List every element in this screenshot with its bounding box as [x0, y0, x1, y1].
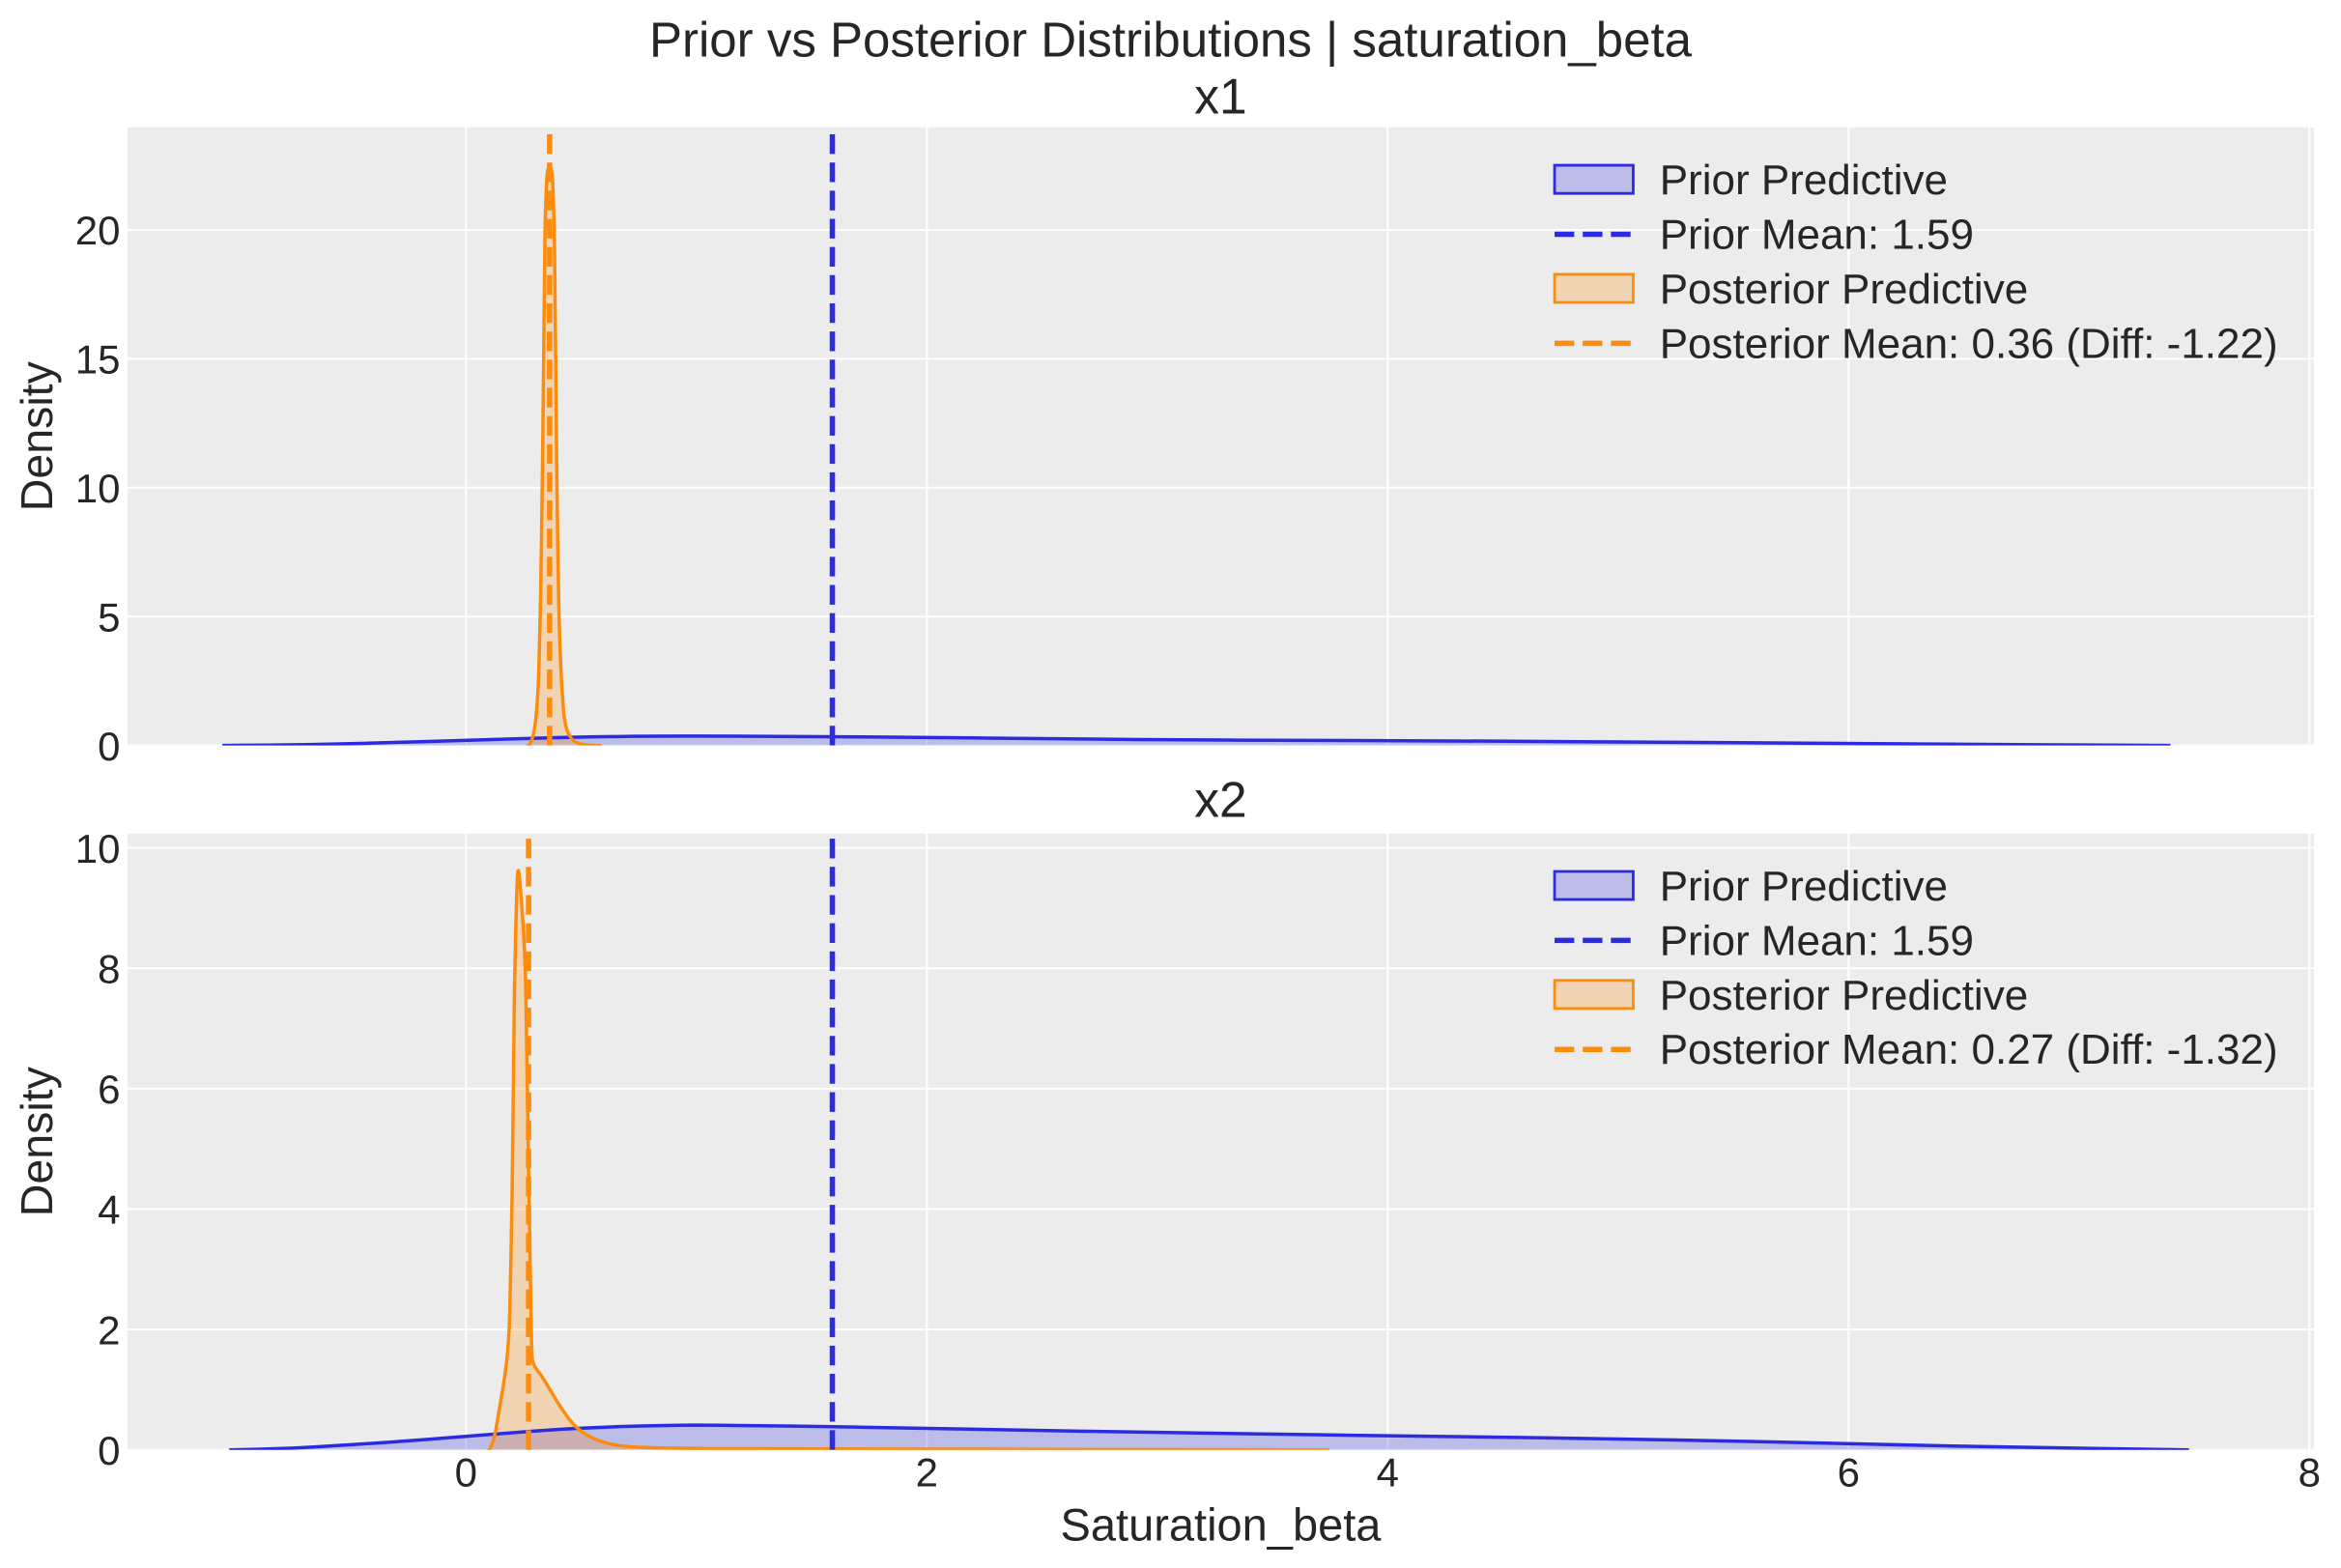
svg-text:15: 15: [75, 337, 121, 383]
svg-text:0: 0: [455, 1450, 477, 1496]
svg-text:Prior Mean: 1.59: Prior Mean: 1.59: [1660, 211, 1974, 258]
svg-text:4: 4: [1377, 1450, 1399, 1496]
svg-text:10: 10: [75, 466, 121, 511]
svg-text:6: 6: [98, 1067, 120, 1112]
svg-text:Prior Mean: 1.59: Prior Mean: 1.59: [1660, 917, 1974, 964]
svg-text:Posterior Predictive: Posterior Predictive: [1660, 266, 2028, 313]
svg-text:8: 8: [2298, 1450, 2321, 1496]
svg-text:x1: x1: [1194, 69, 1246, 125]
svg-text:Posterior Mean: 0.36 (Diff: -1: Posterior Mean: 0.36 (Diff: -1.22): [1660, 320, 2278, 367]
svg-text:x2: x2: [1194, 771, 1246, 827]
svg-text:5: 5: [98, 594, 120, 640]
svg-text:Posterior Predictive: Posterior Predictive: [1660, 972, 2028, 1019]
svg-text:0: 0: [98, 724, 120, 769]
svg-text:20: 20: [75, 208, 121, 253]
svg-text:Saturation_beta: Saturation_beta: [1061, 1498, 1383, 1550]
svg-text:8: 8: [98, 946, 120, 991]
svg-text:Prior Predictive: Prior Predictive: [1660, 863, 1948, 910]
svg-text:Prior vs Posterior Distributio: Prior vs Posterior Distributions | satur…: [649, 13, 1693, 68]
svg-text:Density: Density: [12, 1066, 62, 1216]
svg-text:0: 0: [98, 1428, 120, 1473]
svg-text:Posterior Mean: 0.27 (Diff: -1: Posterior Mean: 0.27 (Diff: -1.32): [1660, 1026, 2278, 1073]
svg-text:2: 2: [916, 1450, 938, 1496]
svg-text:4: 4: [98, 1187, 120, 1233]
svg-text:2: 2: [98, 1307, 120, 1353]
svg-text:6: 6: [1838, 1450, 1860, 1496]
svg-text:10: 10: [75, 826, 121, 871]
svg-text:Density: Density: [12, 360, 62, 511]
svg-text:Prior Predictive: Prior Predictive: [1660, 157, 1948, 204]
